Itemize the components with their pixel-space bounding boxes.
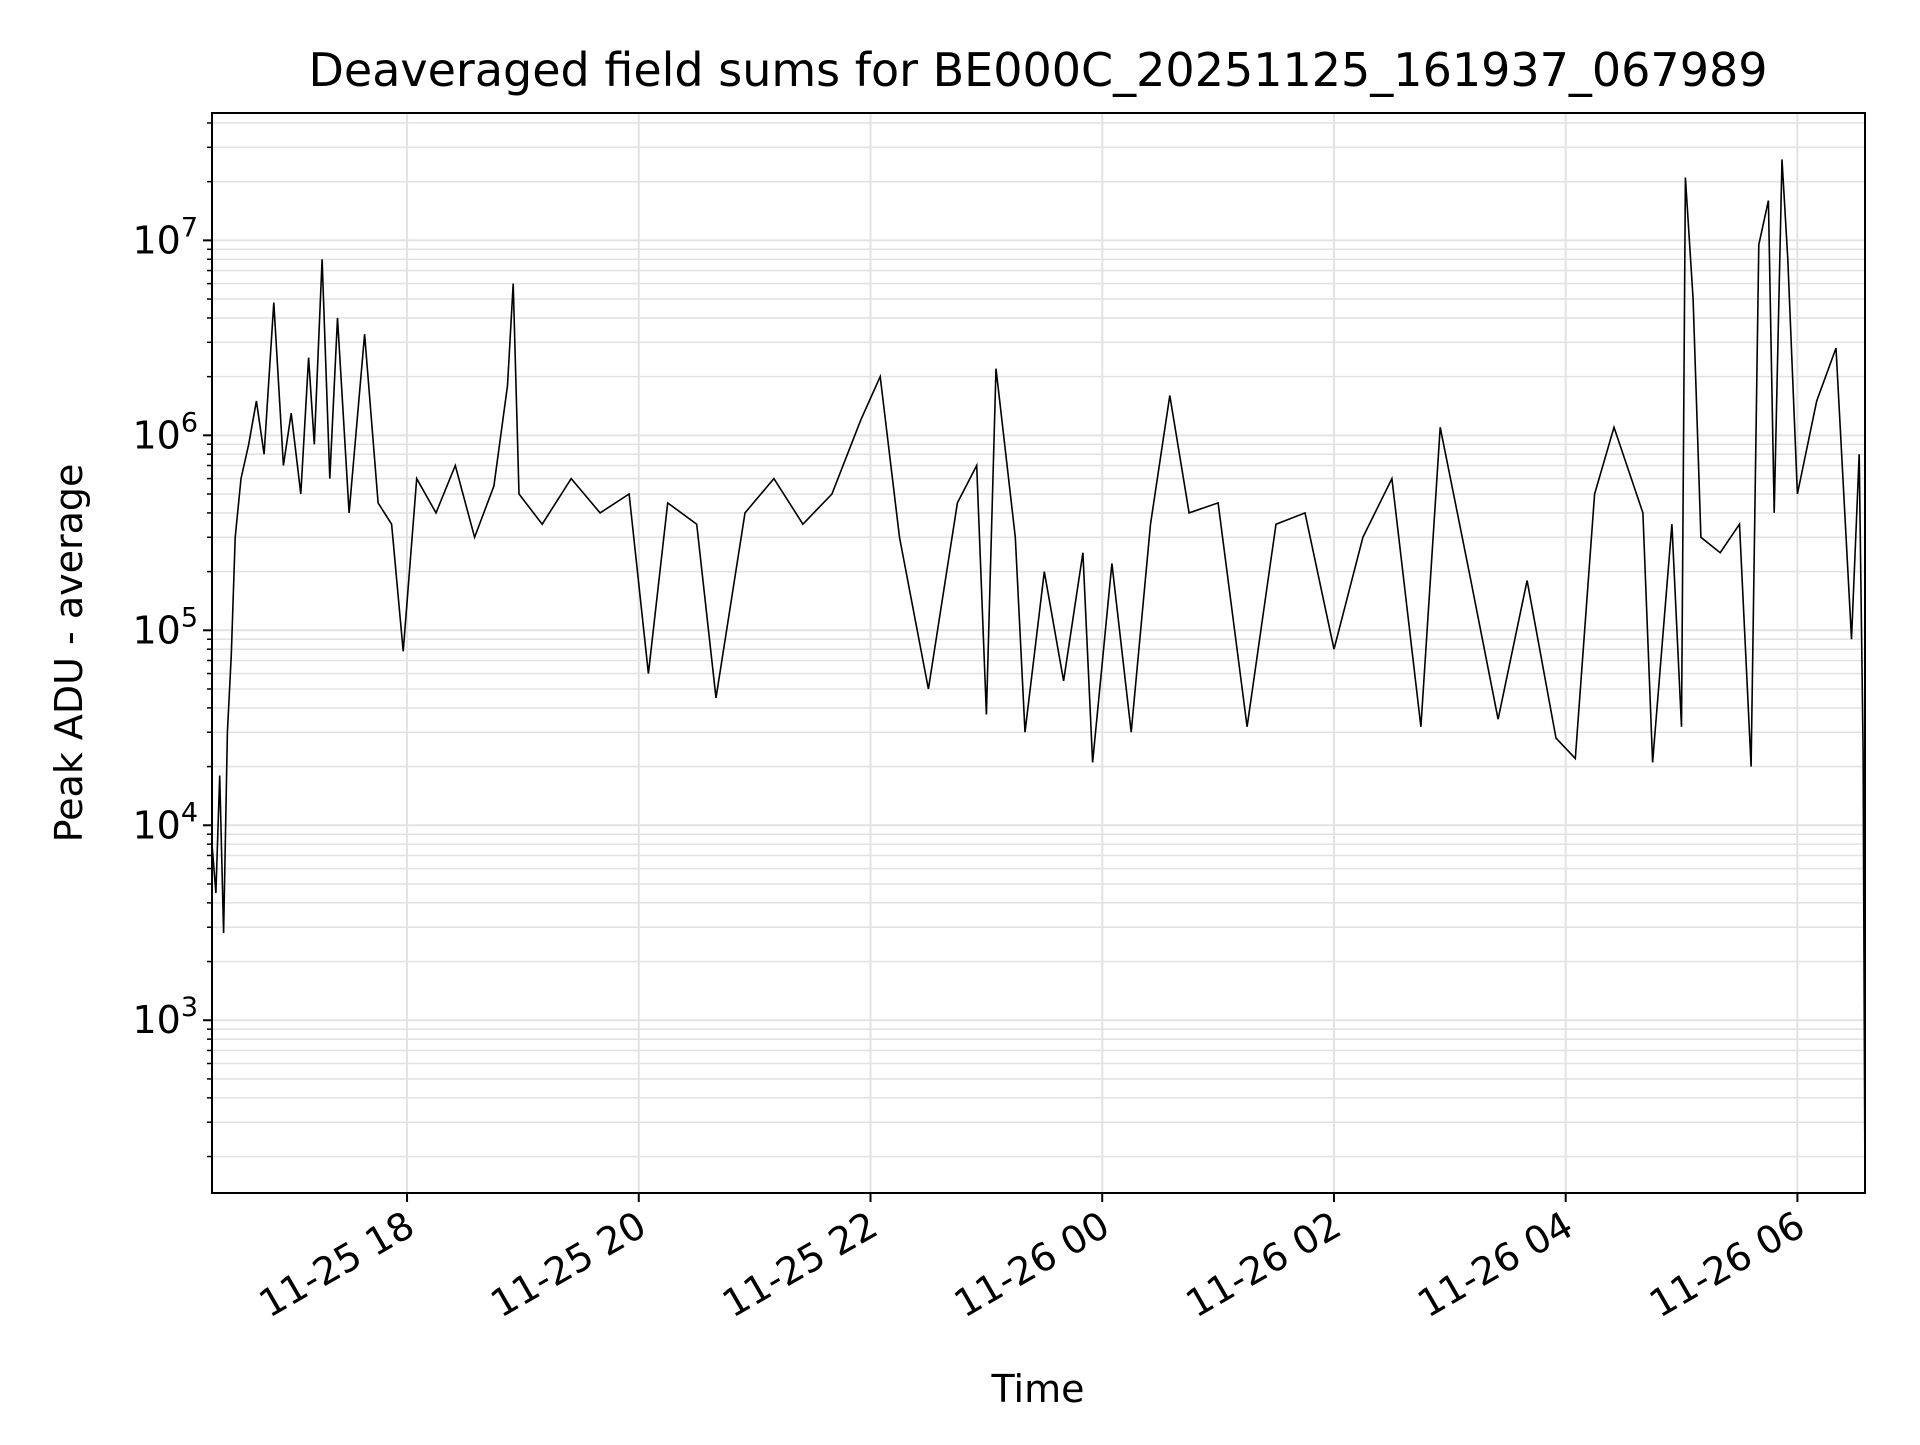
plot-frame: [211, 112, 1866, 1194]
series-layer: [211, 159, 1866, 1194]
y-axis-label: Peak ADU - average: [47, 464, 91, 843]
x-tick-label: 11-25 22: [715, 1203, 885, 1327]
x-tick-label: 11-26 04: [1410, 1203, 1580, 1327]
x-tick-label: 11-26 06: [1642, 1203, 1812, 1327]
y-tick-label: 106: [132, 407, 198, 457]
y-tick-label: 103: [132, 992, 198, 1042]
series-line: [211, 159, 1866, 1194]
x-tick-label: 11-25 20: [483, 1203, 653, 1327]
x-tick-label: 11-26 02: [1178, 1203, 1348, 1327]
y-axis: 103 104 105 106 107: [132, 122, 212, 1158]
x-tick-label: 11-25 18: [252, 1203, 422, 1327]
y-tick-label: 104: [132, 797, 198, 847]
x-tick-label: 11-26 00: [947, 1203, 1117, 1327]
chart-title: Deaveraged field sums for BE000C_2025112…: [309, 43, 1768, 97]
y-tick-label: 105: [132, 602, 198, 652]
y-tick-label: 107: [132, 212, 198, 262]
grid: [212, 113, 1865, 1193]
x-axis-label: Time: [991, 1367, 1085, 1411]
x-axis: 11-25 18 11-25 20 11-25 22 11-26 00 11-26 02…: [252, 1193, 1812, 1326]
